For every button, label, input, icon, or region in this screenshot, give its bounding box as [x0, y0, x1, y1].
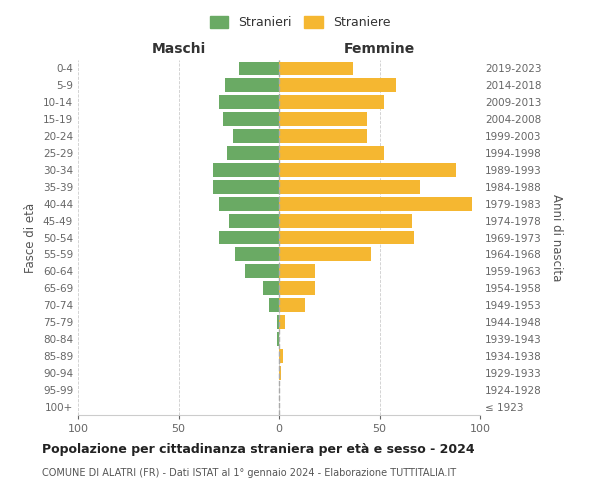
- Bar: [279, 129, 367, 143]
- Bar: [279, 282, 315, 295]
- Bar: [235, 248, 279, 262]
- Y-axis label: Fasce di età: Fasce di età: [25, 202, 37, 272]
- Bar: [279, 315, 285, 329]
- Bar: [279, 214, 412, 228]
- Bar: [212, 180, 279, 194]
- Bar: [277, 315, 279, 329]
- Text: COMUNE DI ALATRI (FR) - Dati ISTAT al 1° gennaio 2024 - Elaborazione TUTTITALIA.: COMUNE DI ALATRI (FR) - Dati ISTAT al 1°…: [42, 468, 456, 477]
- Bar: [233, 129, 279, 143]
- Y-axis label: Anni di nascita: Anni di nascita: [550, 194, 563, 281]
- Bar: [279, 163, 456, 177]
- Bar: [223, 112, 279, 126]
- Bar: [279, 230, 413, 244]
- Bar: [277, 332, 279, 346]
- Bar: [279, 96, 383, 109]
- Text: Maschi: Maschi: [151, 42, 206, 56]
- Bar: [245, 264, 279, 278]
- Bar: [239, 62, 279, 76]
- Text: Popolazione per cittadinanza straniera per età e sesso - 2024: Popolazione per cittadinanza straniera p…: [42, 442, 475, 456]
- Bar: [279, 180, 420, 194]
- Bar: [279, 298, 305, 312]
- Bar: [279, 366, 281, 380]
- Bar: [269, 298, 279, 312]
- Bar: [279, 197, 472, 210]
- Bar: [212, 163, 279, 177]
- Bar: [279, 146, 383, 160]
- Bar: [227, 146, 279, 160]
- Bar: [279, 78, 395, 92]
- Bar: [263, 282, 279, 295]
- Bar: [229, 214, 279, 228]
- Bar: [218, 230, 279, 244]
- Bar: [279, 264, 315, 278]
- Bar: [218, 96, 279, 109]
- Text: Femmine: Femmine: [344, 42, 415, 56]
- Bar: [279, 248, 371, 262]
- Legend: Stranieri, Straniere: Stranieri, Straniere: [205, 11, 395, 34]
- Bar: [279, 349, 283, 363]
- Bar: [279, 112, 367, 126]
- Bar: [218, 197, 279, 210]
- Bar: [279, 62, 353, 76]
- Bar: [225, 78, 279, 92]
